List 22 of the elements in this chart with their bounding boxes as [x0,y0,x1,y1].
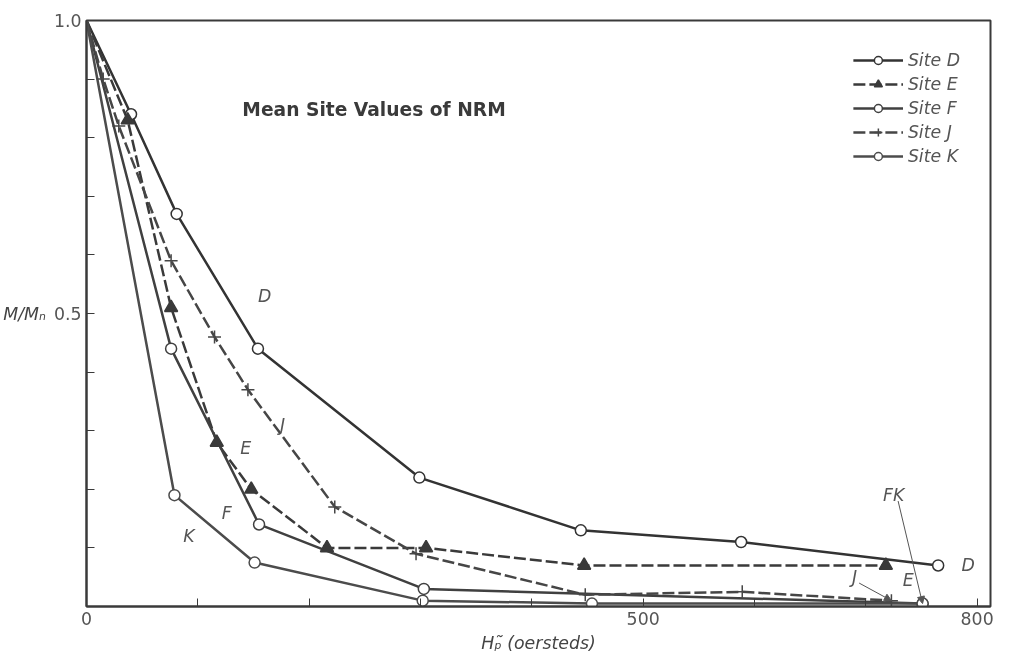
legend-label: Site F [907,98,957,118]
x-axis-title: Hₚ̃ (oersteds) [481,632,596,653]
y-tick-label: 0.5 [53,304,82,324]
text: Mean Site Values of NRM [242,99,506,121]
annotation: F [221,502,233,523]
x-tick-label: 500 [626,608,660,629]
annotation: E [902,570,914,591]
x-tick-label: 800 [960,608,994,629]
y-tick-label: 1.0 [53,11,82,31]
annotation: FK [882,485,906,506]
x-tick-label: 0 [80,608,93,629]
legend-label: Site K [907,146,959,166]
legend-label: Site D [907,50,960,70]
legend-label: Site J [907,122,952,142]
annotation: D [961,555,975,576]
annotation: E [240,438,252,459]
annotation: J [276,414,286,435]
annotation: D [257,285,272,306]
annotation: J [849,567,858,588]
annotation: K [183,526,197,547]
y-axis-title: M/Mₙ [3,303,47,324]
legend-label: Site E [907,74,958,94]
